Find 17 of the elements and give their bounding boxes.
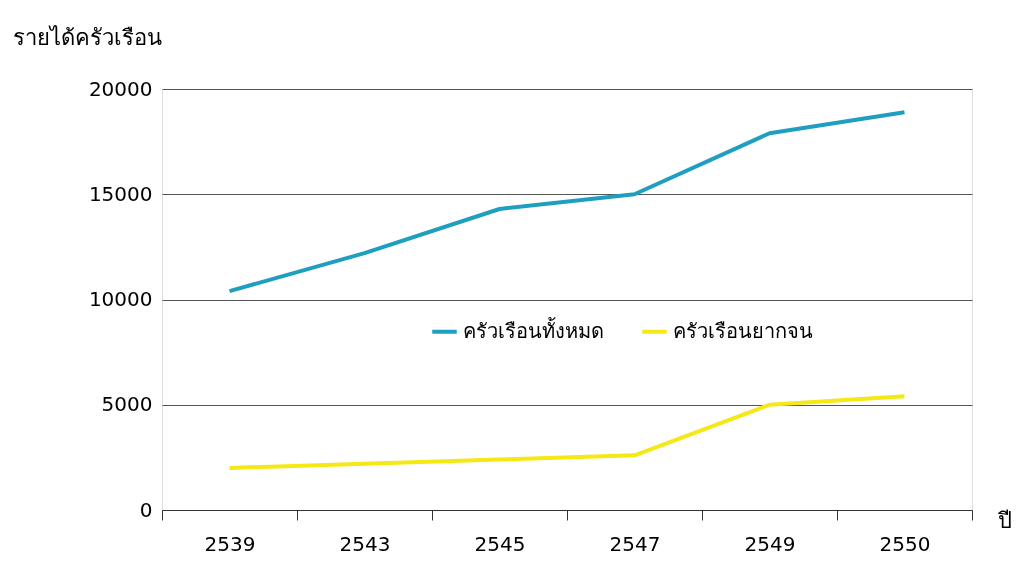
y-tick-label: 10000 [88,287,153,311]
y-tick-label: 0 [139,497,153,522]
x-axis-title: ปี [996,507,1012,533]
x-tick-label: 2543 [339,531,391,556]
x-tick-label: 2550 [879,531,931,556]
x-tick-label: 2545 [474,531,526,556]
legend-label: ครัวเรือนยากจน [673,318,813,343]
line-series [227,394,907,470]
line-series [227,110,907,294]
x-tick-label: 2547 [609,531,661,556]
legend-label: ครัวเรือนทั้งหมด [463,316,604,343]
y-tick-label: 5000 [101,392,153,417]
x-tick-label: 2549 [744,531,796,556]
x-tick-label: 2539 [204,531,256,556]
y-tick-label: 15000 [88,181,153,206]
y-tick-label: 20000 [88,76,153,101]
y-axis-title: รายได้ครัวเรือน [12,24,162,50]
